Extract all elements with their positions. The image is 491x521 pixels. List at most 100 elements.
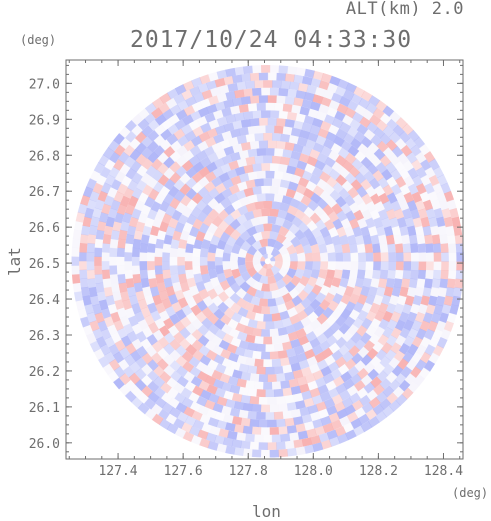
radar-cell xyxy=(96,174,107,187)
radar-cell xyxy=(394,372,407,385)
radar-center xyxy=(264,258,271,265)
radar-cell xyxy=(320,96,332,107)
radar-cell xyxy=(265,125,275,134)
radar-cell xyxy=(116,327,128,340)
radar-cell xyxy=(377,334,389,346)
radar-cell xyxy=(395,252,404,262)
radar-cell xyxy=(205,408,218,419)
radar-cell xyxy=(133,282,143,293)
radar-cell xyxy=(381,294,392,306)
radar-cell xyxy=(137,212,148,224)
radar-cell xyxy=(309,337,321,349)
radar-cell xyxy=(373,217,384,229)
radar-cell xyxy=(137,318,149,331)
radar-cell xyxy=(163,317,175,330)
radar-cell xyxy=(402,243,411,254)
radar-cell xyxy=(360,136,373,149)
radar-cell xyxy=(103,286,113,297)
radar-cell xyxy=(319,226,331,238)
radar-cell xyxy=(147,243,156,253)
radar-cell xyxy=(415,199,426,211)
radar-cell xyxy=(124,252,133,262)
radar-cell xyxy=(211,369,223,381)
radar-cell xyxy=(373,362,386,375)
radar-cell xyxy=(376,140,389,153)
radar-cell xyxy=(208,269,218,280)
radar-cell xyxy=(141,135,153,148)
radar-cell xyxy=(339,121,352,133)
radar-cell xyxy=(80,316,91,328)
radar-cell xyxy=(335,336,348,349)
radar-cell xyxy=(280,433,291,442)
radar-cell xyxy=(144,314,155,326)
radar-cell xyxy=(385,234,395,245)
radar-cell xyxy=(348,345,361,357)
radar-cell xyxy=(243,187,254,197)
radar-cell xyxy=(256,366,266,375)
radar-cell xyxy=(195,230,206,242)
radar-cell xyxy=(306,428,317,438)
radar-cell xyxy=(375,391,388,404)
radar-cell xyxy=(152,97,164,109)
radar-cell xyxy=(162,269,172,280)
radar-cell xyxy=(320,439,332,450)
radar-cell xyxy=(147,391,160,403)
radar-cell xyxy=(394,243,404,254)
radar-cell xyxy=(86,332,97,345)
radar-cell xyxy=(245,156,256,166)
radar-cell xyxy=(101,203,112,215)
radar-cell xyxy=(318,432,330,443)
radar-cell xyxy=(441,208,452,219)
radar-cell xyxy=(297,261,306,271)
radar-cell xyxy=(185,166,198,179)
radar-cell xyxy=(131,256,140,266)
radar-cell xyxy=(297,430,309,440)
radar-cell xyxy=(258,216,268,225)
radar-cell xyxy=(151,107,163,119)
radar-cell xyxy=(306,356,318,367)
radar-cell xyxy=(323,277,334,288)
radar-cell xyxy=(246,225,258,237)
radar-cell xyxy=(221,323,233,335)
radar-cell xyxy=(273,193,284,203)
radar-cell xyxy=(109,265,118,275)
radar-cell xyxy=(142,286,152,297)
radar-cell xyxy=(425,269,434,280)
radar-cell xyxy=(249,140,260,150)
radar-cell xyxy=(293,191,305,202)
radar-cell xyxy=(122,212,133,224)
radar-cell xyxy=(403,319,414,331)
radar-cell xyxy=(223,243,233,254)
radar-cell xyxy=(199,98,212,109)
radar-cell xyxy=(422,225,432,236)
radar-cell xyxy=(340,202,352,215)
radar-cell xyxy=(225,67,236,78)
radar-cell xyxy=(379,377,392,390)
radar-cell xyxy=(190,304,202,316)
radar-cell xyxy=(395,176,407,188)
radar-cell xyxy=(263,359,273,367)
radar-cell xyxy=(199,74,211,85)
radar-cell xyxy=(269,427,280,435)
radar-cell xyxy=(247,148,258,158)
radar-cell xyxy=(307,276,318,288)
radar-cell xyxy=(199,256,208,266)
radar-cell xyxy=(148,188,160,201)
radar-cell xyxy=(273,411,284,420)
radar-cell xyxy=(207,222,219,235)
radar-cell xyxy=(303,187,315,199)
radar-cell xyxy=(280,156,291,166)
radar-cell xyxy=(295,184,307,195)
radar-cell xyxy=(185,269,195,280)
radar-cell xyxy=(287,331,299,342)
radar-cell xyxy=(271,358,282,367)
radar-cell xyxy=(316,111,328,122)
radar-cell xyxy=(237,256,246,266)
radar-cell xyxy=(234,236,246,248)
radar-cell xyxy=(148,234,158,245)
radar-cell xyxy=(294,243,305,255)
radar-cell xyxy=(285,324,297,335)
radar-cell xyxy=(110,178,122,191)
radar-cell xyxy=(84,207,95,219)
radar-cell xyxy=(178,238,188,249)
